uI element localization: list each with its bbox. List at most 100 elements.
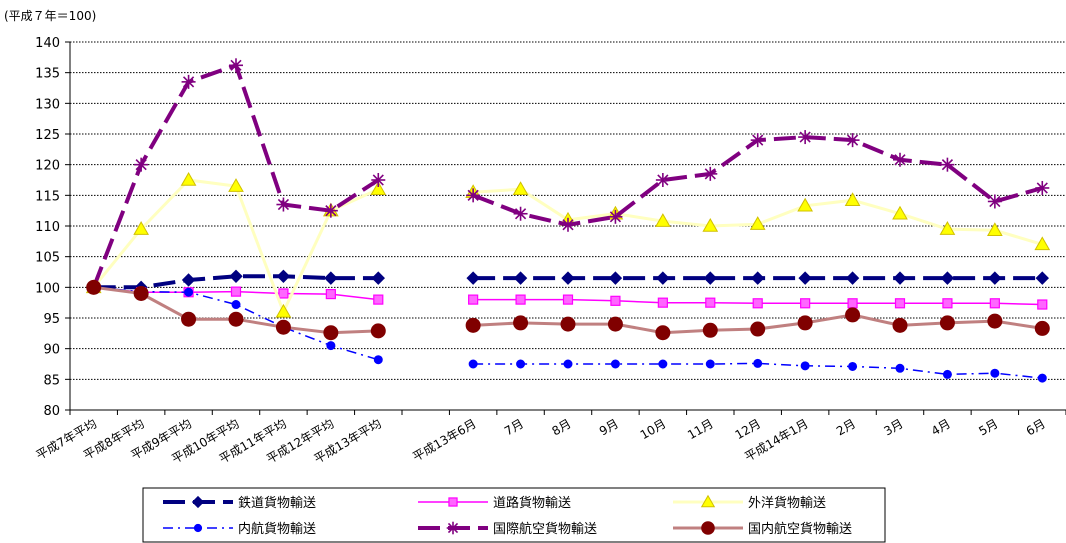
legend-item-5: 国際航空貨物輸送 xyxy=(418,521,597,537)
data-point xyxy=(892,205,908,220)
data-point xyxy=(892,317,908,333)
legend-marker xyxy=(191,495,205,509)
data-point xyxy=(893,152,907,167)
data-point xyxy=(229,58,243,73)
data-point xyxy=(987,194,1002,209)
data-point xyxy=(702,322,718,338)
x-tick-label: 6月 xyxy=(1024,416,1048,438)
data-point xyxy=(373,355,383,365)
data-point xyxy=(894,298,906,309)
data-point xyxy=(844,192,861,206)
data-point xyxy=(228,178,244,192)
legend-label: 鉄道貨物輸送 xyxy=(238,495,316,511)
y-tick-label: 95 xyxy=(43,312,60,327)
data-point xyxy=(751,271,765,285)
data-point xyxy=(466,188,481,203)
data-point xyxy=(939,315,955,331)
data-point xyxy=(323,203,338,218)
unit-label: (平成７年＝100) xyxy=(4,9,96,23)
data-point xyxy=(942,369,952,379)
data-point xyxy=(513,206,528,221)
y-tick-label: 110 xyxy=(35,220,60,235)
data-point xyxy=(516,359,526,369)
data-point xyxy=(988,271,1002,285)
y-tick-label: 140 xyxy=(35,36,60,51)
x-tick-label: 3月 xyxy=(881,416,905,438)
data-point xyxy=(229,269,243,284)
legend-label: 道路貨物輸送 xyxy=(493,495,571,511)
y-tick-label: 100 xyxy=(35,281,60,296)
data-point xyxy=(658,359,668,369)
data-point xyxy=(753,358,763,368)
legend-marker xyxy=(701,521,715,535)
data-point xyxy=(940,157,955,172)
x-tick-label: 9月 xyxy=(597,416,621,438)
data-point xyxy=(134,157,149,172)
data-point xyxy=(560,316,576,332)
data-point xyxy=(323,325,339,341)
x-tick-label: 2月 xyxy=(834,416,858,438)
data-point xyxy=(752,298,763,309)
legend-marker xyxy=(193,523,203,533)
data-point xyxy=(86,279,102,295)
data-point xyxy=(654,213,671,227)
data-point xyxy=(468,294,479,305)
legend-item-4: 内航貨物輸送 xyxy=(163,521,316,537)
data-point xyxy=(228,311,244,327)
data-point xyxy=(324,271,338,285)
x-tick-label: 12月 xyxy=(733,416,764,442)
data-point xyxy=(1034,236,1051,251)
legend-marker xyxy=(448,497,458,507)
data-point xyxy=(1035,180,1050,195)
data-point xyxy=(180,171,197,186)
x-tick-label: 11月 xyxy=(685,416,716,442)
data-point xyxy=(608,271,623,285)
series-group xyxy=(85,58,1051,383)
data-point xyxy=(515,294,526,305)
data-point xyxy=(845,307,861,323)
x-tick-label: 7月 xyxy=(502,416,526,438)
x-tick-label: 8月 xyxy=(549,416,573,438)
data-point xyxy=(276,269,291,284)
series-5 xyxy=(86,58,1050,295)
data-point xyxy=(512,181,529,195)
data-point xyxy=(797,315,813,331)
legend-label: 国際航空貨物輸送 xyxy=(493,521,597,537)
legend-label: 国内航空貨物輸送 xyxy=(748,521,852,537)
y-tick-label: 120 xyxy=(35,159,60,174)
x-tick-label: 10月 xyxy=(638,416,669,442)
data-point xyxy=(989,298,1000,309)
data-point xyxy=(942,298,953,309)
data-point xyxy=(181,74,196,89)
legend-item-6: 国内航空貨物輸送 xyxy=(673,521,852,537)
data-point xyxy=(466,271,480,285)
data-point xyxy=(702,217,719,232)
y-tick-label: 135 xyxy=(35,67,60,82)
y-tick-label: 105 xyxy=(35,251,60,266)
y-tick-label: 125 xyxy=(35,128,60,143)
axes xyxy=(65,41,1066,415)
x-tick-label: 4月 xyxy=(929,416,953,438)
data-point xyxy=(371,173,386,187)
data-point xyxy=(513,315,529,331)
data-point xyxy=(181,311,197,327)
data-point xyxy=(895,363,905,373)
data-point xyxy=(703,166,718,181)
legend-item-2: 道路貨物輸送 xyxy=(418,495,571,511)
data-point xyxy=(1034,320,1050,336)
data-point xyxy=(231,300,241,310)
x-tick-label: 平成13年6月 xyxy=(410,416,478,464)
data-point xyxy=(986,222,1003,237)
legend-marker xyxy=(446,521,460,535)
data-point xyxy=(845,133,860,148)
data-point xyxy=(513,271,528,285)
data-point xyxy=(468,359,478,369)
data-point xyxy=(987,313,1003,329)
data-point xyxy=(705,359,715,369)
data-point xyxy=(703,271,717,285)
data-point xyxy=(561,271,575,285)
data-point xyxy=(1037,373,1047,383)
data-point xyxy=(276,197,291,212)
y-tick-labels: 80 85 90 95 100 105 110 115 120 125 130 135 140 xyxy=(35,36,60,419)
